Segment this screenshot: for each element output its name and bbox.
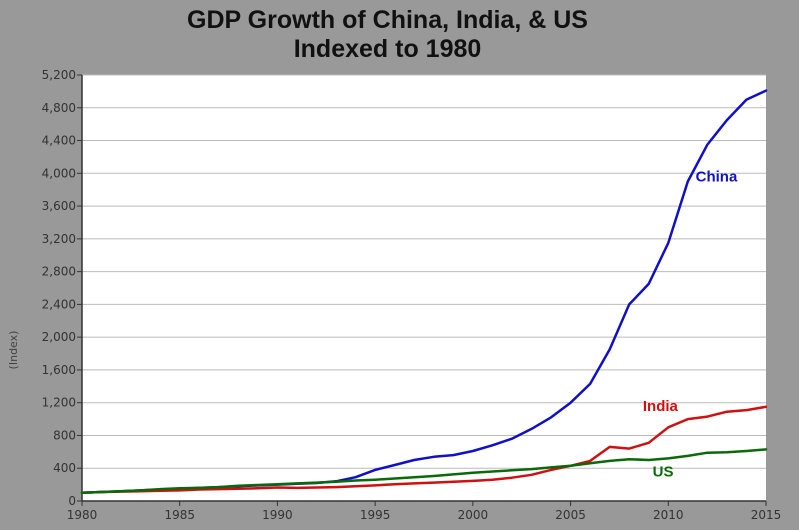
- series-labels: China India US: [643, 169, 738, 481]
- series-label-china: China: [696, 169, 738, 186]
- y-tick-label: 400: [53, 461, 76, 475]
- y-tick-label: 5,200: [42, 68, 76, 82]
- x-tick-label: 2000: [458, 508, 489, 522]
- axes: 0 400 800 1,200 1,600 2,000 2,400 2,800 3,200 3,6…: [42, 68, 782, 522]
- y-tick-label: 2,000: [42, 330, 76, 344]
- x-tick-label: 2005: [555, 508, 586, 522]
- x-tick-label: 1995: [360, 508, 391, 522]
- y-axis-label: (Index): [7, 331, 20, 370]
- y-tick-label: 4,400: [42, 134, 76, 148]
- plot-area: [82, 75, 766, 501]
- y-tick-label: 2,400: [42, 297, 76, 311]
- y-tick-label: 1,600: [42, 363, 76, 377]
- y-tick-label: 2,800: [42, 265, 76, 279]
- chart-title-line-1: GDP Growth of China, India, & US: [187, 6, 588, 34]
- grid-lines: [82, 74, 766, 469]
- series-lines: [80, 89, 768, 495]
- chart-title: GDP Growth of China, India, & US Indexed…: [0, 6, 775, 64]
- x-tick-label: 2010: [653, 508, 684, 522]
- x-tick-label: 1990: [262, 508, 293, 522]
- series-label-us: US: [653, 463, 674, 480]
- series-line-india: [80, 405, 768, 495]
- x-tick-label: 2015: [751, 508, 782, 522]
- y-tick-label: 800: [53, 428, 76, 442]
- y-tick-label: 4,800: [42, 101, 76, 115]
- y-tick-label: 0: [68, 494, 76, 508]
- x-tick-label: 1985: [164, 508, 195, 522]
- y-tick-label: 3,200: [42, 232, 76, 246]
- y-tick-label: 4,000: [42, 166, 76, 180]
- chart-title-line-2: Indexed to 1980: [293, 35, 482, 63]
- series-line-us: [80, 448, 768, 495]
- x-tick-label: 1980: [67, 508, 98, 522]
- series-label-india: India: [643, 398, 679, 415]
- y-tick-label: 1,200: [42, 396, 76, 410]
- y-tick-label: 3,600: [42, 199, 76, 213]
